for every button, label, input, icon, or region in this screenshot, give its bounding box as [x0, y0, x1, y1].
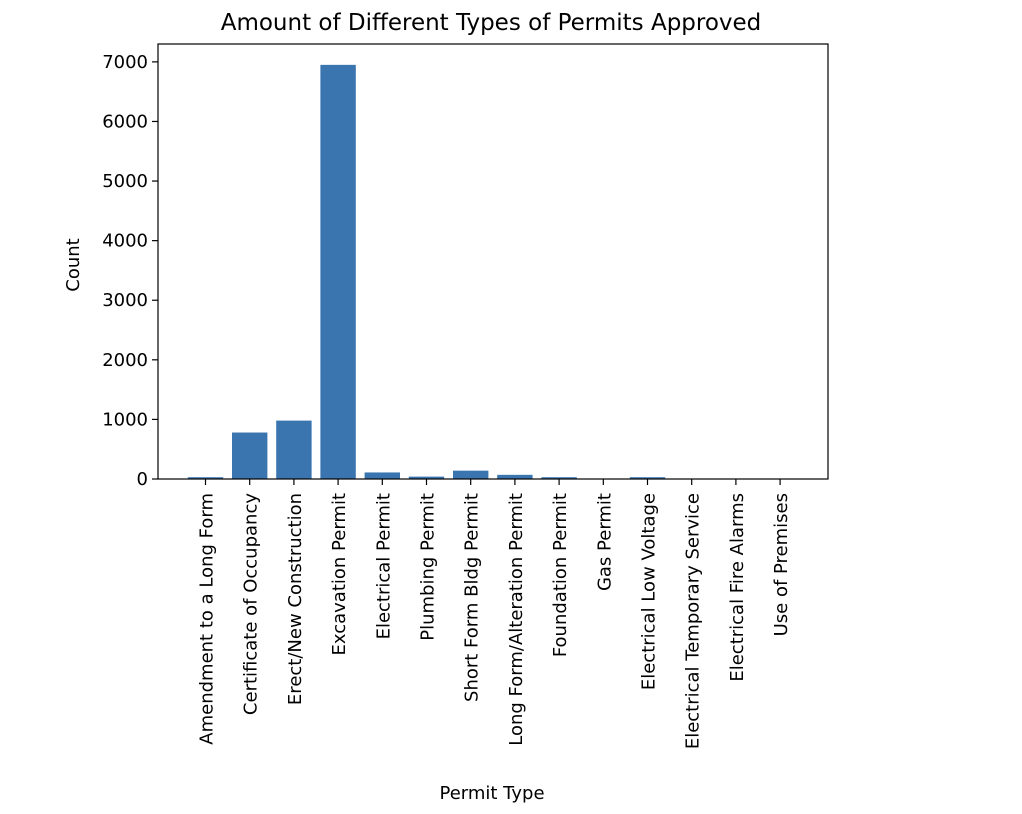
- bar-1: [232, 432, 268, 479]
- bar-10: [629, 477, 666, 479]
- bars-group: [187, 64, 798, 480]
- x-tick-label-4: Electrical Permit: [373, 493, 394, 639]
- x-tick-label-11: Electrical Temporary Service: [683, 493, 704, 749]
- y-tick-label-0: 0: [137, 469, 148, 490]
- x-tick-label-5: Plumbing Permit: [418, 493, 439, 641]
- y-axis: 0 1000 2000 3000 4000 5000 6000 7000: [102, 52, 158, 490]
- y-tick-label-5: 5000: [102, 171, 148, 192]
- x-tick-label-7: Long Form/Alteration Permit: [506, 493, 527, 746]
- x-tick-label-6: Short Form Bldg Permit: [462, 493, 483, 702]
- x-tick-label-2: Erect/New Construction: [285, 493, 306, 705]
- y-tick-label-4: 4000: [102, 231, 148, 252]
- bar-8: [541, 477, 577, 479]
- bar-7: [497, 474, 533, 479]
- chart-title: Amount of Different Types of Permits App…: [221, 10, 762, 36]
- bar-0: [187, 477, 224, 479]
- x-tick-label-12: Electrical Fire Alarms: [727, 493, 748, 682]
- x-tick-label-3: Excavation Permit: [329, 493, 350, 655]
- bar-2: [276, 420, 312, 479]
- y-tick-label-2: 2000: [102, 350, 148, 371]
- y-tick-label-3: 3000: [102, 290, 148, 311]
- bar-4: [364, 472, 400, 479]
- bar-3: [320, 64, 356, 480]
- x-tick-label-0: Amendment to a Long Form: [197, 493, 218, 745]
- x-tick-label-10: Electrical Low Voltage: [639, 493, 660, 690]
- y-tick-label-1: 1000: [102, 409, 148, 430]
- bar-6: [453, 470, 489, 479]
- bar-5: [408, 476, 445, 479]
- x-tick-label-13: Use of Premises: [771, 493, 792, 636]
- plot-area-frame: [157, 43, 829, 480]
- y-tick-label-6: 6000: [102, 111, 148, 132]
- x-axis: Amendment to a Long Form Certificate of O…: [197, 479, 792, 749]
- y-tick-label-7: 7000: [102, 52, 148, 73]
- x-tick-label-1: Certificate of Occupancy: [241, 493, 262, 715]
- x-tick-label-9: Gas Permit: [594, 493, 615, 591]
- x-tick-label-8: Foundation Permit: [550, 493, 571, 657]
- x-axis-label: Permit Type: [439, 783, 544, 804]
- y-axis-label: Count: [63, 238, 84, 291]
